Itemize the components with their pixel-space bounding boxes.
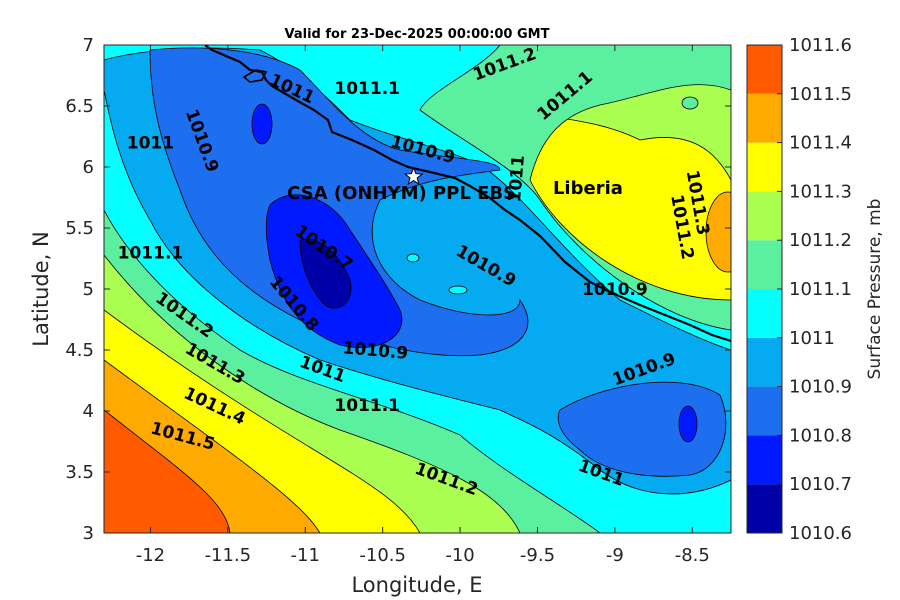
- colorbar-tick-label: 1011.3: [789, 181, 852, 202]
- colorbar-bin: [747, 142, 782, 192]
- contour-label: 1011.1: [334, 396, 400, 416]
- colorbar-tick-label: 1011.4: [789, 133, 852, 154]
- colorbar: 1010.6 1010.7 1010.8 1010.9 1011 1011.1 1011.2…: [746, 35, 852, 544]
- x-tick-label: -11: [291, 545, 320, 566]
- x-tick-label: -9.5: [520, 545, 555, 566]
- colorbar-bin: [747, 45, 782, 94]
- colorbar-bin: [747, 289, 782, 338]
- level-1011-1-pocket: [681, 96, 699, 110]
- site-label: CSA (ONHYM) PPL EBS: [287, 183, 516, 204]
- colorbar-tick-label: 1010.8: [789, 425, 852, 446]
- coastline-inlet: [242, 69, 268, 83]
- annotations: CSA (ONHYM) PPL EBS Liberia: [287, 166, 623, 204]
- colorbar-bin: [747, 93, 782, 143]
- contour-label: 1011.1: [118, 244, 184, 264]
- colorbar-tick-label: 1011: [789, 328, 835, 349]
- contour-label: 1011: [505, 154, 529, 203]
- x-tick-label: -12: [136, 545, 165, 566]
- contour-label: 1011: [127, 134, 174, 154]
- colorbar-bin: [747, 191, 782, 241]
- level-1010-7-pocket-east: [678, 405, 698, 443]
- colorbar-tick-label: 1010.6: [789, 523, 852, 544]
- colorbar-bin: [747, 484, 782, 533]
- colorbar-tick-label: 1011.2: [789, 230, 852, 251]
- colorbar-tick-label: 1011.6: [789, 35, 852, 56]
- pressure-field: [104, 45, 731, 533]
- y-tick-label: 6: [83, 157, 94, 178]
- country-label: Liberia: [553, 178, 623, 199]
- colorbar-bin: [747, 435, 782, 485]
- x-tick-label: -8.5: [675, 545, 710, 566]
- coastline: [204, 45, 731, 343]
- y-tick-label: 5.5: [65, 218, 94, 239]
- contour-label: 1011.1: [334, 79, 400, 99]
- chart-title: Valid for 23-Dec-2025 00:00:00 GMT: [285, 27, 550, 42]
- contour-label: 1010.9: [582, 280, 648, 300]
- colorbar-tick-label: 1010.9: [789, 377, 852, 398]
- colorbar-label: Surface Pressure, mb: [865, 199, 885, 380]
- level-1010-7-pocket: [251, 103, 273, 145]
- x-tick-label: -10.5: [359, 545, 406, 566]
- y-tick-label: 4: [83, 401, 94, 422]
- y-tick-label: 7: [83, 35, 94, 56]
- y-tick-label: 5: [83, 279, 94, 300]
- colorbar-bin: [747, 337, 782, 387]
- level-1011-0-pocket-2: [406, 253, 420, 263]
- colorbar-bin: [747, 386, 782, 436]
- x-axis: -12 -11.5 -11 -10.5 -10 -9.5 -9 -8.5: [136, 45, 710, 566]
- y-tick-label: 3: [83, 523, 94, 544]
- level-1010-8-region: [149, 47, 529, 357]
- x-tick-label: -9: [606, 545, 624, 566]
- y-tick-label: 4.5: [65, 340, 94, 361]
- y-tick-label: 3.5: [65, 462, 94, 483]
- x-tick-label: -11.5: [205, 545, 252, 566]
- x-tick-label: -10: [445, 545, 474, 566]
- y-axis-label: Latitude, N: [29, 231, 53, 347]
- x-axis-label: Longitude, E: [351, 573, 482, 597]
- colorbar-bin: [747, 240, 782, 289]
- y-tick-label: 6.5: [65, 96, 94, 117]
- level-1010-8-region-east: [557, 381, 727, 477]
- level-1011-3-pocket: [705, 191, 731, 273]
- level-1010-6-region: [299, 238, 352, 309]
- site-star-icon: [403, 166, 424, 186]
- colorbar-tick-label: 1010.7: [789, 474, 852, 495]
- colorbar-tick-label: 1011.5: [789, 84, 852, 105]
- y-axis: 3 3.5 4 4.5 5 5.5 6 6.5 7: [65, 35, 731, 544]
- level-1011-0-pocket: [448, 285, 468, 295]
- colorbar-tick-label: 1011.1: [789, 279, 852, 300]
